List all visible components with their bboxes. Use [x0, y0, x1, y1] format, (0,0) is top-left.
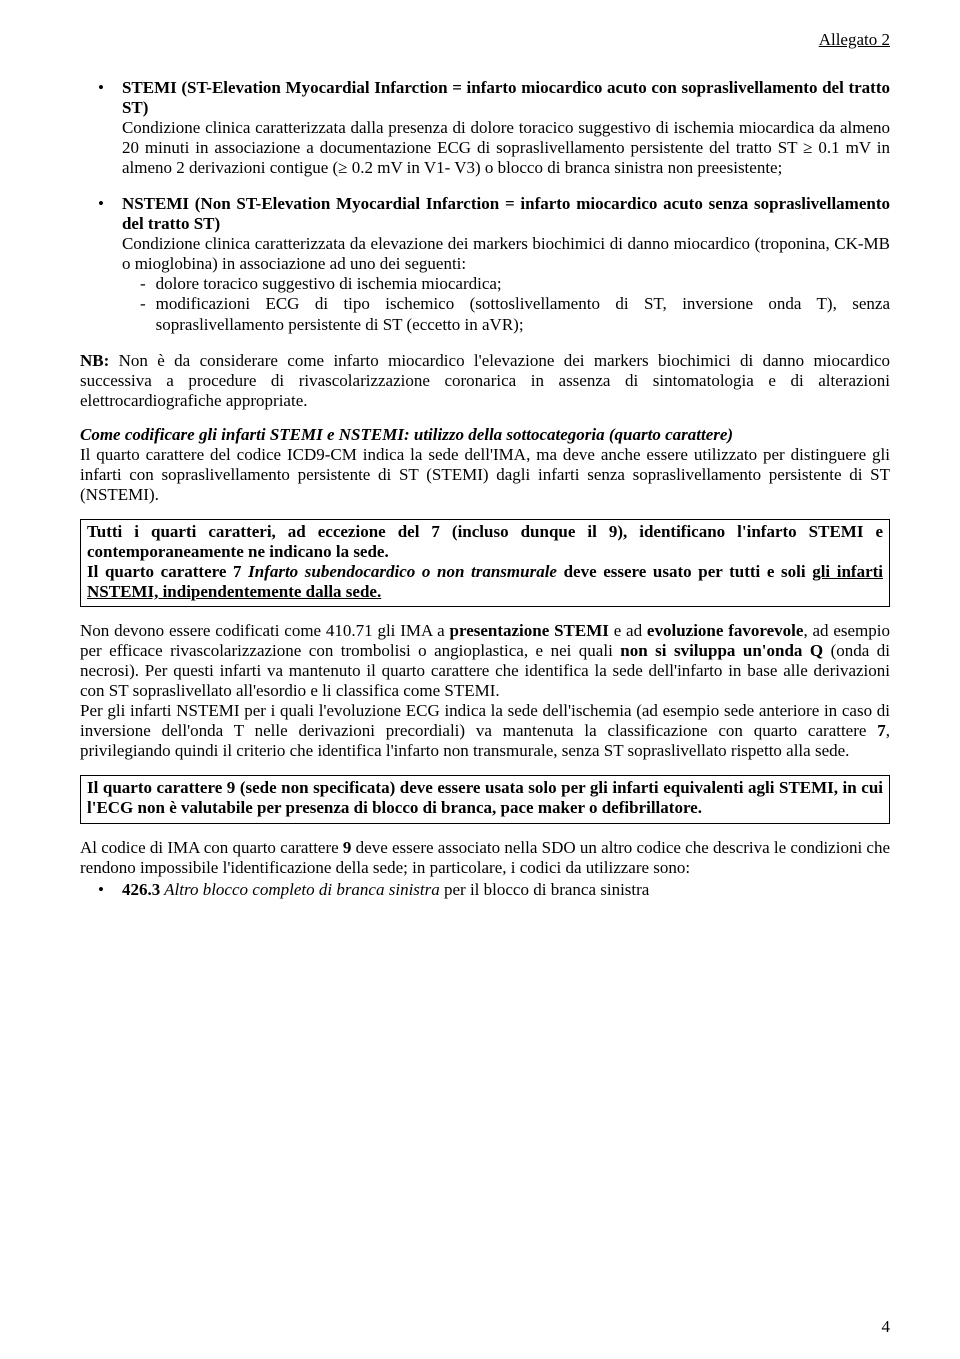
nstemi-body: Condizione clinica caratterizzata da ele… — [122, 234, 890, 273]
para-41071: Non devono essere codificati come 410.71… — [80, 621, 890, 761]
p410-p2b: 7 — [877, 721, 886, 740]
code-4263-italic: Altro blocco completo di branca sinistra — [160, 880, 440, 899]
box2-text: Il quarto carattere 9 (sede non specific… — [87, 778, 883, 817]
dash-text: modificazioni ECG di tipo ischemico (sot… — [156, 294, 890, 334]
p410-w2: evoluzione favorevole — [647, 621, 804, 640]
dash-icon: - — [140, 274, 146, 294]
box-stemi-rule: Tutti i quarti caratteri, ad eccezione d… — [80, 519, 890, 607]
bullet-nstemi: • NSTEMI (Non ST-Elevation Myocardial In… — [80, 194, 890, 334]
dash-item: - modificazioni ECG di tipo ischemico (s… — [140, 294, 890, 334]
code-4263-prefix: 426.3 — [122, 880, 160, 899]
bullet-stemi: • STEMI (ST-Elevation Myocardial Infarct… — [80, 78, 890, 178]
bullet-dot-icon: • — [98, 78, 104, 98]
p410-lead: Non devono essere codificati come 410.71… — [80, 621, 450, 640]
nstemi-title: NSTEMI (Non ST-Elevation Myocardial Infa… — [122, 194, 890, 233]
dash-text: dolore toracico suggestivo di ischemia m… — [156, 274, 502, 294]
dash-item: - dolore toracico suggestivo di ischemia… — [140, 274, 890, 294]
p410-mid1: e ad — [609, 621, 647, 640]
bullet-dot-icon: • — [98, 194, 104, 214]
nstemi-block: NSTEMI (Non ST-Elevation Myocardial Infa… — [122, 194, 890, 334]
final-paragraph: Al codice di IMA con quarto carattere 9 … — [80, 838, 890, 878]
codif-block: Come codificare gli infarti STEMI e NSTE… — [80, 425, 890, 505]
p410-w3: non si sviluppa un'onda Q — [620, 641, 823, 660]
codif-title: Come codificare gli infarti STEMI e NSTE… — [80, 425, 733, 444]
code-4263-tail: per il blocco di branca sinistra — [440, 880, 650, 899]
header-right: Allegato 2 — [80, 30, 890, 50]
bullet-dot-icon: • — [98, 880, 104, 900]
bullet-code-4263: • 426.3 Altro blocco completo di branca … — [80, 880, 890, 900]
codif-body: Il quarto carattere del codice ICD9-CM i… — [80, 445, 890, 504]
box-char9-rule: Il quarto carattere 9 (sede non specific… — [80, 775, 890, 823]
nb-label: NB: — [80, 351, 109, 370]
page-number: 4 — [882, 1317, 891, 1337]
p410-w1: presentazione STEMI — [450, 621, 609, 640]
page: Allegato 2 • STEMI (ST-Elevation Myocard… — [0, 0, 960, 1359]
nb-paragraph: NB: Non è da considerare come infarto mi… — [80, 351, 890, 411]
nstemi-dash-list: - dolore toracico suggestivo di ischemia… — [140, 274, 890, 334]
code-4263-body: 426.3 Altro blocco completo di branca si… — [122, 880, 890, 900]
stemi-body: Condizione clinica caratterizzata dalla … — [122, 118, 890, 177]
final-p1a: Al codice di IMA con quarto carattere — [80, 838, 343, 857]
dash-icon: - — [140, 294, 146, 314]
stemi-block: STEMI (ST-Elevation Myocardial Infarctio… — [122, 78, 890, 178]
stemi-title: STEMI (ST-Elevation Myocardial Infarctio… — [122, 78, 890, 117]
nb-text: Non è da considerare come infarto miocar… — [80, 351, 890, 410]
p410-p2a: Per gli infarti NSTEMI per i quali l'evo… — [80, 701, 890, 740]
